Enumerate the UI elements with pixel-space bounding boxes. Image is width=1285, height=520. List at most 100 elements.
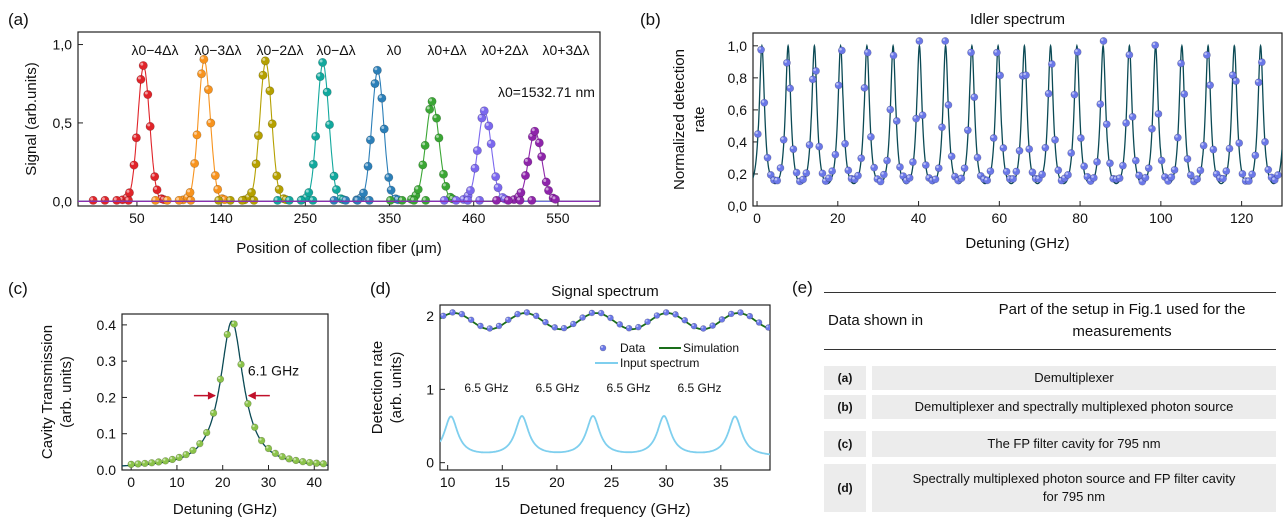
- data-point-highlight: [1133, 158, 1136, 161]
- data-point-highlight: [580, 315, 583, 318]
- data-point-highlight: [518, 189, 521, 193]
- data-point-highlight: [738, 310, 741, 313]
- x-tick-label: 350: [378, 210, 402, 226]
- data-point-highlight: [204, 430, 207, 433]
- data-point-highlight: [144, 91, 148, 95]
- data-point: [1264, 165, 1273, 174]
- data-point: [432, 113, 442, 123]
- data-point-highlight: [1146, 165, 1149, 169]
- data-point-highlight: [1123, 120, 1127, 124]
- data-point-highlight: [293, 458, 296, 461]
- data-point-highlight: [161, 196, 164, 200]
- data-point-highlight: [496, 323, 500, 326]
- data-point-highlight: [790, 146, 794, 150]
- data-point-highlight: [545, 187, 549, 191]
- data-point-highlight: [274, 197, 278, 201]
- data-point-highlight: [803, 170, 807, 174]
- data-point-highlight: [933, 176, 936, 180]
- data-point-highlight: [1126, 52, 1130, 55]
- data-point-highlight: [142, 461, 145, 464]
- data-point-highlight: [552, 196, 556, 200]
- peak-annotation: 6.5 GHz: [535, 381, 579, 395]
- data-point: [88, 195, 98, 205]
- data-point-highlight: [1262, 139, 1266, 142]
- data-point: [1118, 161, 1127, 170]
- data-point: [284, 195, 294, 205]
- data-point: [127, 460, 135, 469]
- x-tick-label: 460: [462, 210, 486, 226]
- series-label: λ0+Δλ: [427, 42, 466, 58]
- data-point-highlight: [1107, 160, 1110, 164]
- data-point-highlight: [1223, 168, 1227, 172]
- data-point-highlight: [955, 177, 959, 181]
- data-point: [755, 319, 763, 326]
- series-label: λ0+2Δλ: [481, 42, 528, 58]
- data-point: [1183, 155, 1192, 163]
- data-point-highlight: [1033, 176, 1036, 179]
- data-point-highlight: [997, 72, 1001, 76]
- data-point-highlight: [460, 196, 464, 200]
- row-value: The FP filter cavity for 795 nm: [872, 431, 1276, 457]
- data-point-highlight: [272, 450, 276, 454]
- data-point-highlight: [971, 94, 975, 98]
- data-point: [1002, 167, 1011, 176]
- data-point: [273, 195, 283, 205]
- data-point-highlight: [238, 361, 242, 365]
- data-point: [1186, 171, 1195, 179]
- data-point: [1070, 90, 1079, 99]
- data-point-highlight: [673, 312, 676, 315]
- data-point: [225, 195, 235, 205]
- data-point-highlight: [1130, 114, 1133, 117]
- data-point-highlight: [968, 49, 972, 53]
- data-point: [324, 120, 334, 130]
- data-point-highlight: [176, 455, 180, 458]
- data-point-highlight: [1139, 179, 1143, 182]
- data-point: [527, 195, 537, 205]
- plot-area: [440, 309, 770, 456]
- data-point-highlight: [729, 311, 732, 314]
- data-point: [319, 460, 328, 468]
- data-point: [1199, 141, 1208, 150]
- data-point-highlight: [900, 173, 904, 177]
- row-key: (d): [824, 464, 866, 512]
- data-point: [363, 161, 373, 171]
- data-point-highlight: [239, 197, 243, 201]
- data-point-highlight: [891, 52, 894, 56]
- y-axis-label: Normalized detection rate: [671, 49, 708, 190]
- data-point-highlight: [385, 174, 389, 178]
- data-point-highlight: [1010, 176, 1014, 179]
- data-point: [789, 145, 798, 154]
- data-point-highlight: [422, 142, 426, 146]
- data-point: [365, 135, 375, 145]
- data-point: [1067, 149, 1076, 157]
- data-point-highlight: [314, 460, 317, 464]
- data-point: [727, 310, 735, 318]
- data-point: [815, 142, 824, 151]
- chart-title: Idler spectrum: [970, 11, 1065, 28]
- data-point-highlight: [506, 317, 509, 320]
- data-point-highlight: [426, 106, 430, 110]
- data-point-highlight: [474, 147, 478, 151]
- data-point: [957, 174, 966, 183]
- data-point-highlight: [887, 107, 891, 110]
- plot-area: [78, 54, 600, 205]
- data-point-highlight: [260, 72, 263, 76]
- data-point-highlight: [1217, 175, 1220, 179]
- data-point-highlight: [517, 197, 521, 201]
- data-point: [516, 188, 526, 198]
- data-point-highlight: [794, 170, 797, 173]
- data-point: [886, 105, 895, 114]
- data-point: [889, 51, 898, 60]
- data-point-highlight: [307, 460, 310, 463]
- data-point-highlight: [774, 178, 778, 181]
- data-point-highlight: [269, 120, 273, 124]
- data-point-highlight: [169, 457, 173, 460]
- data-point: [681, 316, 689, 324]
- data-point: [230, 320, 238, 328]
- data-point-highlight: [319, 59, 323, 63]
- data-point: [150, 172, 160, 182]
- data-point: [542, 318, 549, 326]
- data-point-highlight: [561, 326, 565, 329]
- data-point: [1131, 156, 1140, 165]
- data-point: [331, 185, 341, 195]
